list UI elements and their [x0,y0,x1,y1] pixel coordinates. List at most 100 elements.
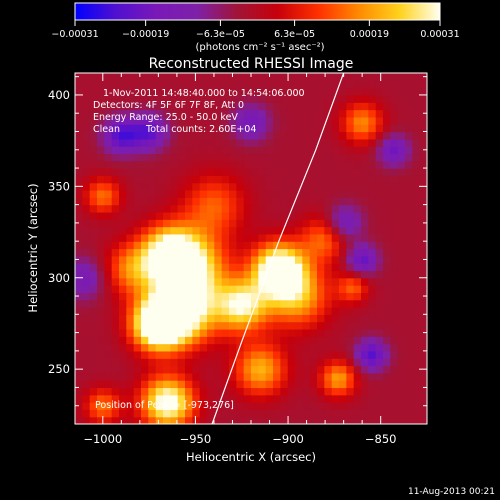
heatmap-cell [324,358,333,367]
heatmap-cell [273,358,281,367]
heatmap-cell [111,263,120,272]
heatmap-cell [236,402,245,410]
heatmap-cell [243,380,252,389]
heatmap-cell [170,116,179,125]
heatmap-cell [155,211,164,220]
heatmap-cell [119,219,127,228]
heatmap-cell [265,277,274,286]
heatmap-cell [170,146,179,155]
heatmap-cell [251,168,259,176]
heatmap-cell [331,299,340,308]
heatmap-cell [390,372,399,381]
heatmap-cell [185,211,193,220]
heatmap-cell [375,153,384,162]
heatmap-cell [295,175,303,184]
heatmap-cell [221,409,230,418]
heatmap-cell [317,241,325,250]
heatmap-cell [317,321,325,330]
heatmap-cell [419,416,427,424]
heatmap-cell [361,277,369,286]
heatmap-cell [339,175,347,184]
heatmap-cell [104,314,113,323]
heatmap-cell [309,350,318,359]
heatmap-cell [287,387,296,396]
heatmap-cell [273,255,281,264]
heatmap-cell [163,197,171,206]
heatmap-cell [177,387,186,396]
heatmap-cell [324,255,333,264]
heatmap-cell [75,336,83,345]
heatmap-cell [97,299,105,308]
heatmap-cell [141,160,149,169]
heatmap-cell [361,73,369,81]
heatmap-cell [148,190,157,198]
heatmap-cell [192,190,201,198]
heatmap-cell [390,219,399,228]
heatmap-cell [361,138,369,147]
heatmap-cell [317,73,325,81]
heatmap-cell [207,80,215,89]
heatmap-cell [346,299,355,308]
heatmap-cell [97,211,105,220]
heatmap-cell [243,299,252,308]
heatmap-cell [258,416,267,424]
heatmap-cell [170,80,179,89]
heatmap-cell [397,380,406,389]
heatmap-cell [214,219,223,228]
heatmap-cell [97,226,105,235]
heatmap-cell [111,270,120,279]
heatmap-cell [353,285,362,293]
heatmap-cell [412,219,421,228]
colorbar-units: (photons cm⁻² s⁻¹ asec⁻²) [195,42,324,53]
heatmap-cell [126,73,135,81]
heatmap-cell [339,336,347,345]
heatmap-cell [104,336,113,345]
heatmap-cell [82,94,91,103]
heatmap-cells [75,73,427,424]
heatmap-cell [265,328,274,337]
heatmap-cell [207,182,215,191]
heatmap-cell [280,87,289,96]
heatmap-cell [383,380,391,389]
heatmap-cell [148,307,157,315]
heatmap-cell [309,175,318,184]
heatmap-cell [170,94,179,103]
heatmap-cell [141,248,149,257]
heatmap-cell [119,109,127,118]
heatmap-cell [133,146,142,155]
heatmap-cell [243,241,252,250]
heatmap-cell [353,387,362,396]
heatmap-cell [390,314,399,323]
heatmap-cell [141,211,149,220]
heatmap-cell [383,226,391,235]
heatmap-cell [309,328,318,337]
heatmap-cell [155,255,164,264]
heatmap-cell [214,160,223,169]
heatmap-cell [229,168,237,176]
heatmap-cell [243,197,252,206]
heatmap-cell [97,241,105,250]
heatmap-cell [75,138,83,147]
heatmap-cell [243,87,252,96]
heatmap-cell [375,350,384,359]
heatmap-cell [221,358,230,367]
heatmap-cell [163,241,171,250]
heatmap-cell [383,263,391,272]
heatmap-cell [346,168,355,176]
heatmap-cell [163,73,171,81]
heatmap-cell [243,365,252,374]
heatmap-cell [229,131,237,140]
heatmap-cell [199,80,208,89]
heatmap-cell [236,138,245,147]
heatmap-cell [199,285,208,293]
heatmap-cell [287,241,296,250]
heatmap-cell [163,226,171,235]
heatmap-cell [375,73,384,81]
heatmap-cell [97,358,105,367]
heatmap-cell [214,314,223,323]
heatmap-cell [273,416,281,424]
heatmap-cell [229,94,237,103]
heatmap-cell [243,409,252,418]
heatmap-cell [236,350,245,359]
heatmap-cell [163,380,171,389]
